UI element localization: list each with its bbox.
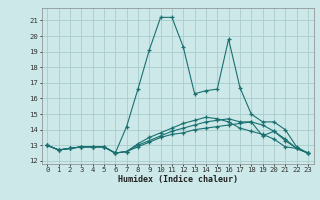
X-axis label: Humidex (Indice chaleur): Humidex (Indice chaleur) xyxy=(118,175,237,184)
